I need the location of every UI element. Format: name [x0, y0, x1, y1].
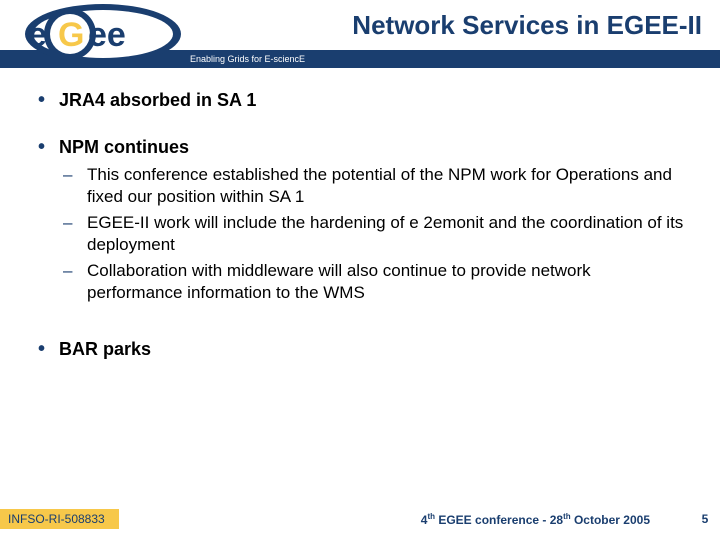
bullet-3: • BAR parks [38, 339, 690, 360]
page-number: 5 [690, 512, 720, 526]
dash-icon: – [63, 212, 77, 256]
sub-item-text: This conference established the potentia… [87, 164, 690, 208]
sub-item-text: Collaboration with middleware will also … [87, 260, 690, 304]
footer: INFSO-RI-508833 4th EGEE conference - 28… [0, 508, 720, 530]
egee-logo: e G ee [8, 2, 183, 66]
svg-text:ee: ee [88, 16, 126, 54]
footer-sup: th [563, 512, 571, 521]
footer-center: 4th EGEE conference - 28th October 2005 [119, 512, 690, 527]
svg-text:e: e [28, 16, 47, 54]
footer-text: October 2005 [571, 513, 650, 527]
bullet-icon: • [38, 339, 45, 359]
sub-item: – EGEE-II work will include the hardenin… [63, 212, 690, 256]
page-title: Network Services in EGEE-II [352, 10, 702, 41]
footer-left: INFSO-RI-508833 [0, 509, 119, 529]
bullet-2: • NPM continues – This conference establ… [38, 137, 690, 309]
header: Network Services in EGEE-II Enabling Gri… [0, 0, 720, 70]
bullet-1: • JRA4 absorbed in SA 1 [38, 90, 690, 111]
content-area: • JRA4 absorbed in SA 1 • NPM continues … [38, 90, 690, 386]
bullet-icon: • [38, 137, 45, 157]
bullet-3-text: BAR parks [59, 339, 151, 360]
sub-list: – This conference established the potent… [63, 164, 690, 305]
sub-item: – Collaboration with middleware will als… [63, 260, 690, 304]
sub-item-text: EGEE-II work will include the hardening … [87, 212, 690, 256]
svg-text:G: G [58, 16, 84, 54]
footer-text: EGEE conference - 28 [435, 513, 563, 527]
dash-icon: – [63, 260, 77, 304]
tagline-text: Enabling Grids for E-sciencE [190, 54, 305, 64]
bullet-2-text: NPM continues [59, 137, 189, 157]
bullet-1-text: JRA4 absorbed in SA 1 [59, 90, 256, 111]
bullet-icon: • [38, 90, 45, 110]
footer-sup: th [427, 512, 435, 521]
sub-item: – This conference established the potent… [63, 164, 690, 208]
dash-icon: – [63, 164, 77, 208]
